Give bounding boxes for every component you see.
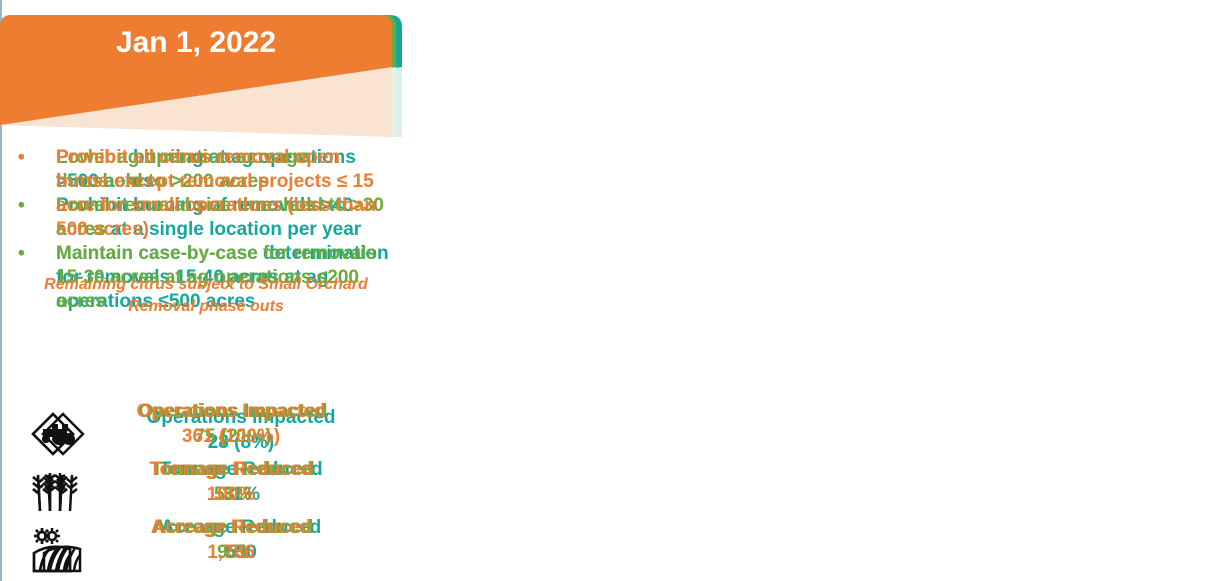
stat-label: Tonnage Reduced xyxy=(159,459,323,480)
stat-value: 361 (100%) xyxy=(181,426,281,447)
header-dark xyxy=(0,15,392,125)
header-shape xyxy=(0,15,392,137)
date: Jan 1, 2022 xyxy=(115,26,277,59)
note: Remaining citrus subject to Small Orchar… xyxy=(44,276,368,315)
stat-label: Operations Impacted xyxy=(136,401,326,422)
icon xyxy=(30,469,70,518)
stat-value: 1,786 xyxy=(207,542,255,563)
bullet-list: Prohibit all citrus removal open burns e… xyxy=(18,146,390,242)
stat-value: 53% xyxy=(213,484,253,505)
stat-value: 550 xyxy=(225,542,257,563)
stat-label: Acreage Reduced xyxy=(152,517,314,538)
stat-label: Operations Impacted xyxy=(146,407,336,428)
left-border xyxy=(0,0,2,581)
stat-value: 100% xyxy=(206,484,256,505)
stat: Tonnage Reduced 100% xyxy=(100,457,362,507)
stat: Tonnage Reduced 53% xyxy=(100,457,366,507)
icon xyxy=(30,527,74,578)
stat-label: Tonnage Reduced xyxy=(151,459,315,480)
stat-label: Operations Impacted xyxy=(138,401,328,422)
stat: Tonnage Reduced 31% xyxy=(110,457,372,507)
stat: Operations Impacted 361 (100%) xyxy=(100,399,362,449)
icon xyxy=(30,411,76,462)
stat-label: Acreage Reduced xyxy=(160,517,322,538)
stat-value: 28 (8%) xyxy=(207,432,275,453)
stat-label: Acreage Reduced xyxy=(150,517,312,538)
stat: Operations Impacted 75 (21%) xyxy=(100,399,366,449)
stat-value: 75 (21%) xyxy=(194,426,272,447)
stat: Acreage Reduced 1,786 xyxy=(100,515,362,565)
stat-value: 951 xyxy=(217,542,249,563)
bullet: Prohibit all citrus removal open burns e… xyxy=(18,146,390,242)
bullet: Maintain case-by-case for removals 15-30… xyxy=(18,242,394,314)
header-light xyxy=(0,67,392,137)
stat: Operations Impacted 28 (8%) xyxy=(110,405,372,455)
stat-value: 31% xyxy=(221,484,261,505)
stat-label: Tonnage Reduced xyxy=(149,459,313,480)
stat: Acreage Reduced 951 xyxy=(100,515,366,565)
stat: Acreage Reduced 550 xyxy=(110,515,372,565)
top-strip xyxy=(0,0,1232,8)
